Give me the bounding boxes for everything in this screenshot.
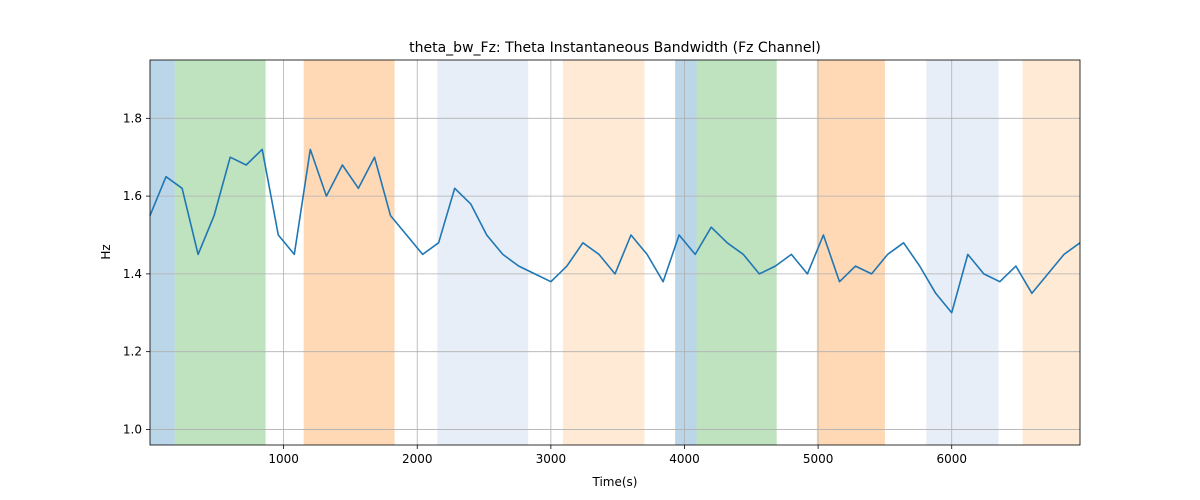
- y-tick-label-3: 1.6: [123, 189, 142, 203]
- y-tick-label-1: 1.2: [123, 345, 142, 359]
- band-3: [437, 60, 529, 445]
- band-8: [926, 60, 999, 445]
- chart-title: theta_bw_Fz: Theta Instantaneous Bandwid…: [409, 40, 821, 56]
- band-9: [1022, 60, 1080, 445]
- x-tick-label-4: 5000: [803, 452, 834, 466]
- x-tick-label-5: 6000: [936, 452, 967, 466]
- y-tick-label-4: 1.8: [123, 111, 142, 125]
- y-axis-ticks: 1.0 1.2 1.4 1.6 1.8: [123, 111, 150, 436]
- x-tick-label-2: 3000: [536, 452, 567, 466]
- band-5: [675, 60, 697, 445]
- x-axis-ticks: 1000 2000 3000 4000 5000 6000: [268, 445, 967, 466]
- band-0: [150, 60, 175, 445]
- y-tick-label-0: 1.0: [123, 422, 142, 436]
- y-tick-label-2: 1.4: [123, 267, 142, 281]
- shaded-bands: [150, 60, 1080, 445]
- x-tick-label-1: 2000: [402, 452, 433, 466]
- plot-frame: [149, 59, 1081, 446]
- band-7: [816, 60, 885, 445]
- band-6: [696, 60, 777, 445]
- y-axis-label: Hz: [99, 244, 113, 259]
- band-4: [562, 60, 645, 445]
- series-line: [149, 148, 1081, 314]
- band-1: [174, 60, 266, 445]
- band-2: [303, 60, 395, 445]
- x-tick-label-3: 4000: [669, 452, 700, 466]
- x-axis-label: Time(s): [592, 475, 638, 489]
- x-tick-label-0: 1000: [268, 452, 299, 466]
